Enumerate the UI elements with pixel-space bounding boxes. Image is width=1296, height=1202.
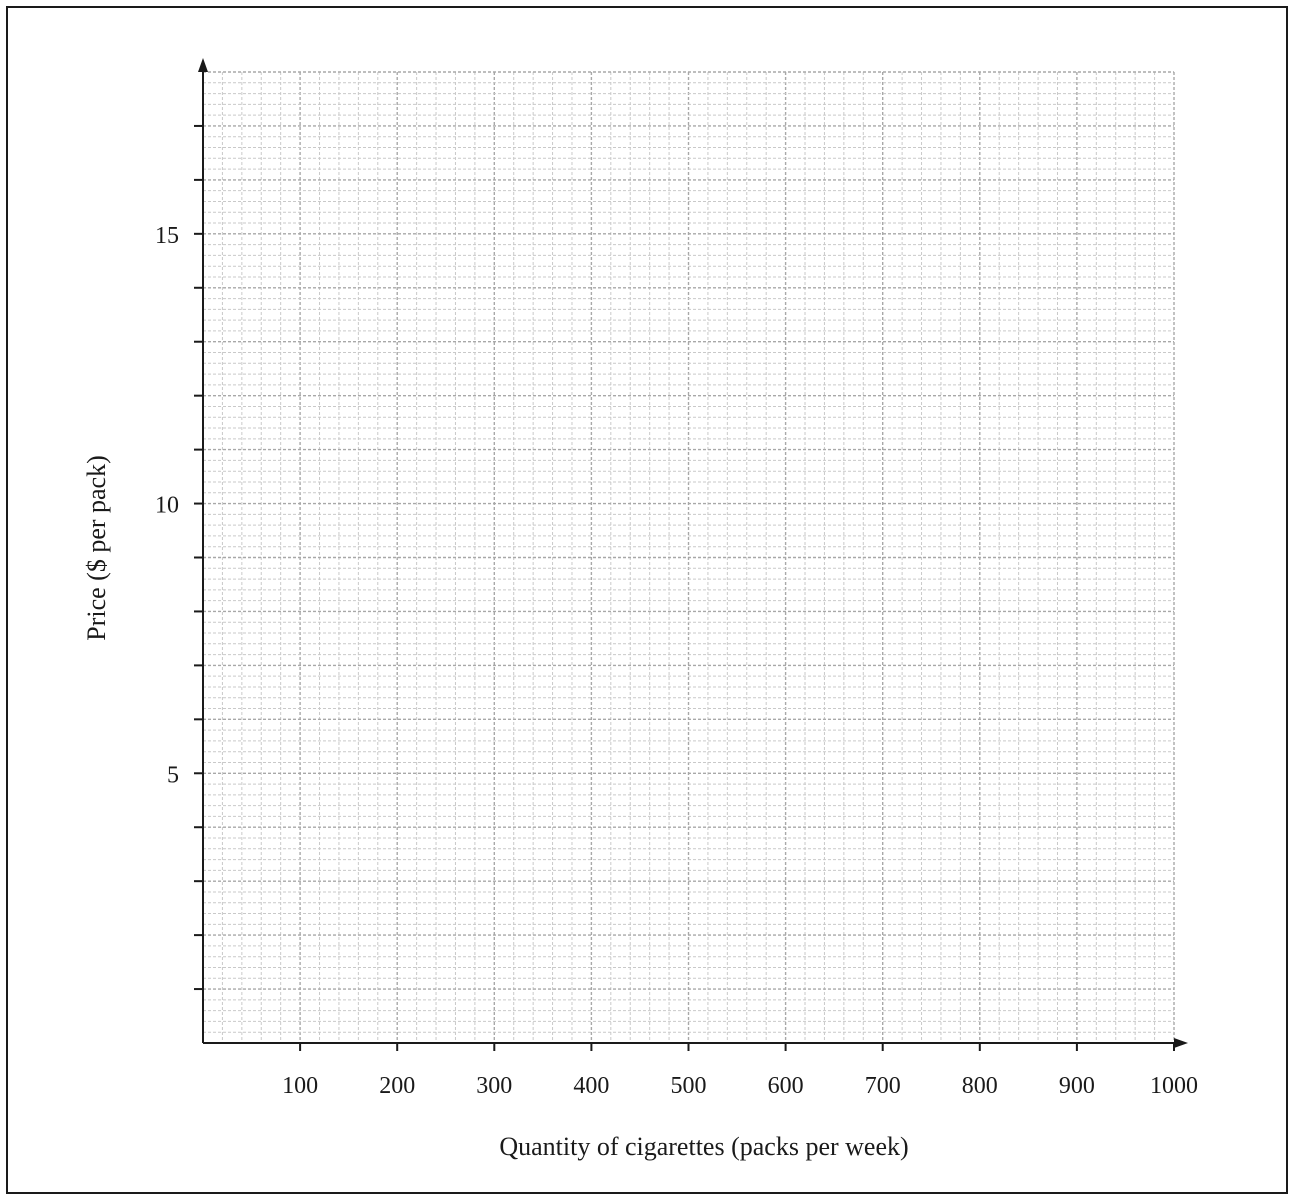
y-tick-label: 15: [155, 223, 179, 249]
tick-labels: 100 200 300 400 500 600 700 800 900 1000 5 10 15: [155, 223, 1198, 1099]
x-tick-label: 800: [962, 1073, 998, 1099]
x-tick-label: 100: [282, 1073, 318, 1099]
x-axis-title: Quantity of cigarettes (packs per week): [499, 1132, 908, 1161]
x-axis-arrow-icon: [1174, 1038, 1188, 1048]
axes: [198, 58, 1188, 1048]
x-tick-label: 200: [379, 1073, 415, 1099]
y-axis-title: Price ($ per pack): [82, 455, 111, 641]
x-tick-label: 600: [768, 1073, 804, 1099]
chart-frame: [6, 6, 1288, 1194]
x-tick-label: 700: [865, 1073, 901, 1099]
x-tick-label: 900: [1059, 1073, 1095, 1099]
grid: [203, 71, 1175, 1043]
y-axis-arrow-icon: [198, 58, 208, 72]
ticks: [194, 124, 1175, 1051]
y-tick-label: 10: [155, 493, 179, 519]
x-tick-label: 400: [573, 1073, 609, 1099]
x-tick-label: 300: [476, 1073, 512, 1099]
x-tick-label: 1000: [1150, 1073, 1198, 1099]
x-tick-label: 500: [671, 1073, 707, 1099]
y-tick-label: 5: [167, 762, 179, 788]
